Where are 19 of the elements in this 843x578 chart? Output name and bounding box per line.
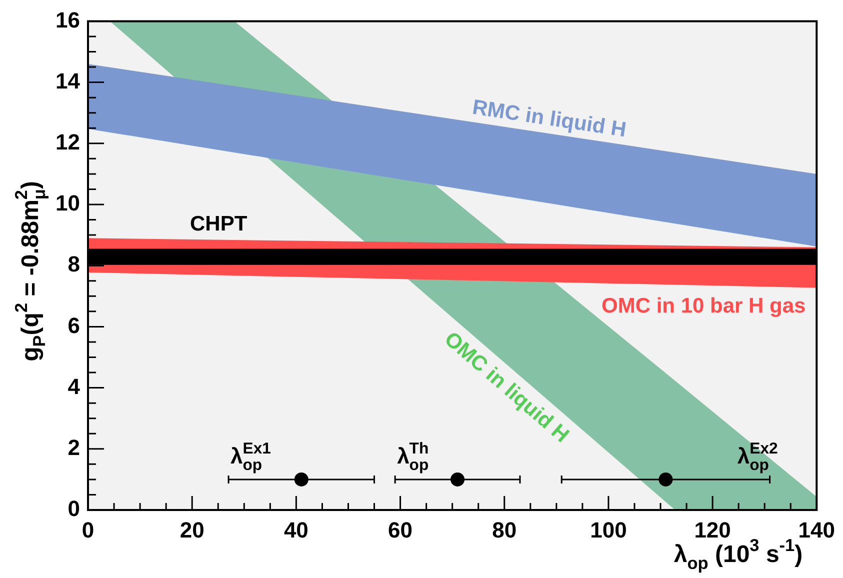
y-tick-label: 2 xyxy=(68,434,80,460)
y-axis-title: gP(q2 = -0.88mμ2) xyxy=(11,181,50,362)
series-label: OMC in 10 bar H gas xyxy=(602,294,806,318)
y-tick-label: 14 xyxy=(56,68,81,94)
y-tick-label: 16 xyxy=(56,7,80,32)
x-tick-label: 40 xyxy=(284,517,308,542)
y-tick-label: 10 xyxy=(56,190,80,216)
x-tick-label: 80 xyxy=(492,517,517,542)
series-label: CHPT xyxy=(190,212,248,236)
y-tick-label: 0 xyxy=(68,496,80,522)
x-tick-label: 100 xyxy=(590,517,627,542)
x-tick-label: 60 xyxy=(388,517,413,542)
x-tick-label: 140 xyxy=(798,517,836,542)
text: RMC in liquid H xyxy=(470,96,628,142)
y-tick-label: 4 xyxy=(68,374,81,399)
y-tick-label: 12 xyxy=(56,129,80,154)
y-tick-label: 8 xyxy=(68,252,80,277)
y-tick-label: 6 xyxy=(68,312,80,338)
x-tick-label: 20 xyxy=(180,517,204,542)
